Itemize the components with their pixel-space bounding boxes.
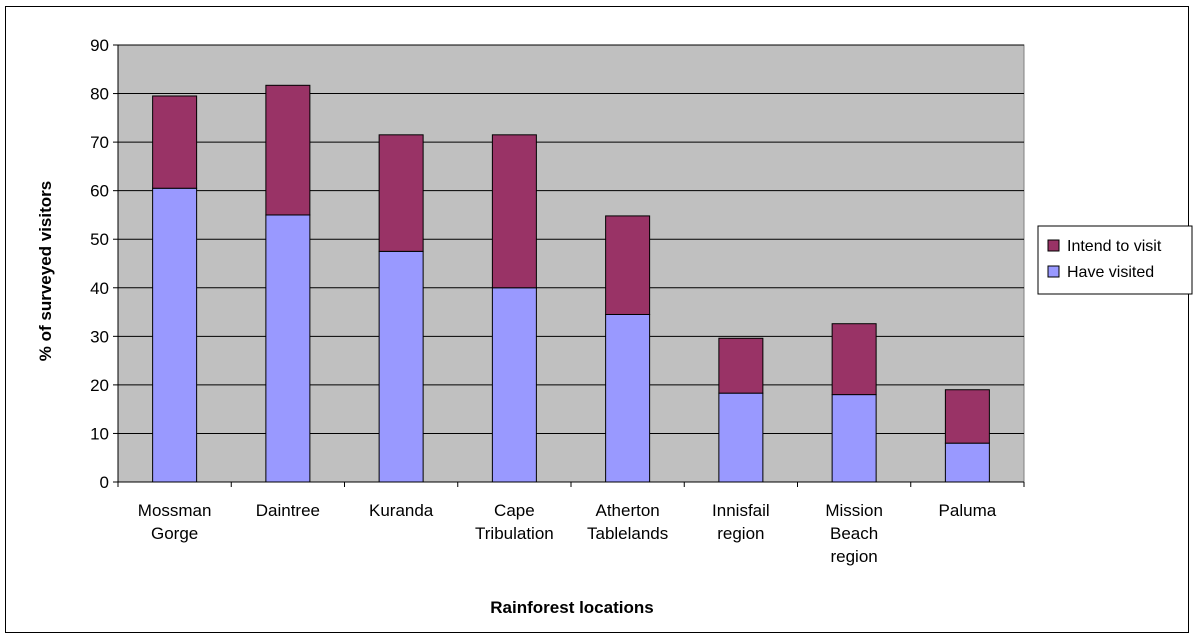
- x-tick-label: Atherton: [595, 501, 659, 520]
- legend-label: Intend to visit: [1067, 238, 1162, 255]
- bar-segment: [944, 389, 990, 444]
- x-tick-label: region: [830, 547, 877, 566]
- x-tick-label: Cape: [494, 501, 535, 520]
- legend: Intend to visit Have visited: [1037, 225, 1193, 295]
- legend-label: Have visited: [1067, 264, 1154, 281]
- x-tick-label: Mission: [825, 501, 883, 520]
- y-tick-label: 0: [100, 473, 109, 492]
- plot-area: [117, 44, 1025, 483]
- bar-segment: [491, 134, 537, 289]
- bar-segment: [718, 337, 764, 394]
- x-tick-label: Kuranda: [369, 501, 434, 520]
- x-tick-label: Mossman: [138, 501, 212, 520]
- legend-swatch: [1047, 239, 1060, 252]
- bar-segment: [265, 214, 311, 483]
- bar-segment: [718, 392, 764, 483]
- bar-segment: [605, 215, 651, 315]
- bar-segment: [831, 394, 877, 483]
- bar-segment: [605, 313, 651, 483]
- y-tick-label: 20: [90, 376, 109, 395]
- y-tick-label: 10: [90, 424, 109, 443]
- x-tick-label: Tablelands: [587, 524, 668, 543]
- y-axis-label: % of surveyed visitors: [36, 181, 55, 361]
- y-tick-label: 70: [90, 133, 109, 152]
- y-axis-ticks: 0 10 20 30 40 50 60 70 80 90: [90, 36, 118, 492]
- y-tick-label: 50: [90, 230, 109, 249]
- x-tick-label: Daintree: [256, 501, 320, 520]
- bar-segment: [265, 84, 311, 216]
- y-tick-label: 30: [90, 327, 109, 346]
- bar-segment: [831, 323, 877, 396]
- x-tick-label: Beach: [830, 524, 878, 543]
- x-tick-label: Tribulation: [475, 524, 554, 543]
- bar-segment: [491, 287, 537, 483]
- bar-segment: [944, 442, 990, 483]
- x-axis-ticks: Mossman Gorge Daintree Kuranda Cape Tribulati…: [117, 482, 1025, 566]
- x-tick-label: Innisfail: [712, 501, 770, 520]
- bar-segment: [378, 250, 424, 483]
- x-axis-label: Rainforest locations: [490, 598, 653, 617]
- x-tick-label: Paluma: [939, 501, 997, 520]
- y-tick-label: 60: [90, 182, 109, 201]
- x-tick-label: Gorge: [151, 524, 198, 543]
- y-tick-label: 40: [90, 279, 109, 298]
- bar-segment: [152, 95, 198, 189]
- x-tick-label: region: [717, 524, 764, 543]
- legend-swatch: [1047, 265, 1060, 278]
- bar-segment: [152, 187, 198, 483]
- bars: [152, 84, 990, 483]
- y-tick-label: 80: [90, 85, 109, 104]
- legend-box: [1037, 225, 1193, 295]
- y-tick-label: 90: [90, 36, 109, 55]
- bar-segment: [378, 134, 424, 252]
